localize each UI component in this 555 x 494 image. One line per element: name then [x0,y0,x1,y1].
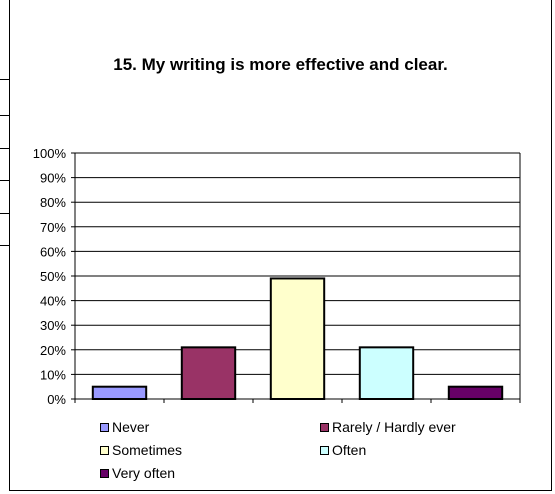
legend-swatch [320,422,329,432]
legend-label: Rarely / Hardly ever [332,419,456,435]
legend-label: Never [112,419,150,435]
y-tick-label: 100% [33,146,67,161]
edge-line [0,115,9,116]
bar [269,277,326,400]
legend-item: Very often [100,465,175,481]
chart-frame [9,0,552,491]
legend-label: Very often [112,465,176,481]
legend-item: Often [320,442,366,458]
bar [180,346,237,400]
edge-line [0,245,9,246]
bar [91,385,148,401]
legend-label: Sometimes [112,442,183,458]
y-tick-label: 10% [40,367,66,382]
legend-swatch [100,468,109,478]
y-tick-label: 40% [40,294,66,309]
legend-swatch [100,422,109,432]
legend-item: Never [100,419,149,435]
legend-label: Often [332,442,367,458]
chart-title: 15. My writing is more effective and cle… [113,55,448,74]
edge-line [0,213,9,214]
bar [447,385,504,401]
y-tick-label: 30% [40,318,66,333]
edge-line [0,180,9,181]
bar [358,346,415,400]
edge-line [0,79,9,80]
legend-swatch [100,445,109,455]
y-tick-label: 70% [40,220,66,235]
y-tick-label: 50% [40,269,66,284]
y-tick-label: 0% [47,392,66,407]
y-tick-label: 60% [40,244,66,259]
y-tick-label: 80% [40,195,66,210]
y-tick-label: 90% [40,171,66,186]
edge-line [0,148,9,149]
y-tick-label: 20% [40,343,66,358]
legend-item: Rarely / Hardly ever [320,419,456,435]
legend-swatch [320,445,329,455]
legend-item: Sometimes [100,442,182,458]
